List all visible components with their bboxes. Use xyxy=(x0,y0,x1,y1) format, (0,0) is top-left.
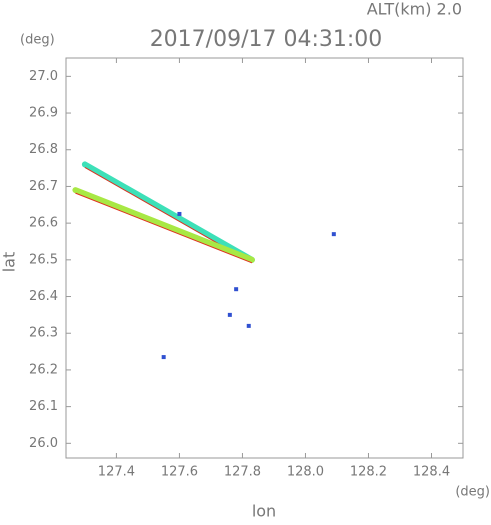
y-tick-label: 26.3 xyxy=(29,326,58,341)
echo-edge xyxy=(75,192,253,264)
echo-point xyxy=(177,211,182,216)
y-tick-label: 26.5 xyxy=(29,252,58,267)
x-tick-label: 128.2 xyxy=(350,465,387,480)
y-tick-label: 26.9 xyxy=(29,106,58,121)
chart-title: 2017/09/17 04:31:00 xyxy=(150,27,383,52)
echo-point xyxy=(161,355,166,360)
y-tick-label: 26.4 xyxy=(29,289,58,304)
plot-frame xyxy=(65,57,464,459)
echo-streak xyxy=(72,187,255,263)
echo-streak xyxy=(81,161,255,263)
y-label: lat xyxy=(0,252,19,273)
subtitle: ALT(km) 2.0 xyxy=(367,0,462,19)
x-unit: (deg) xyxy=(455,485,490,500)
y-tick-label: 26.7 xyxy=(29,179,58,194)
x-label: lon xyxy=(252,502,276,521)
y-tick-label: 26.0 xyxy=(29,436,58,451)
y-tick-label: 26.6 xyxy=(29,216,58,231)
echo-point xyxy=(234,287,239,292)
echo-point xyxy=(227,312,232,317)
y-tick-label: 26.2 xyxy=(29,362,58,377)
x-tick-label: 128.0 xyxy=(287,465,324,480)
y-unit: (deg) xyxy=(20,33,55,48)
echo-point xyxy=(331,232,336,237)
y-tick-label: 27.0 xyxy=(29,69,58,84)
echo-point xyxy=(246,323,251,328)
x-tick-label: 127.6 xyxy=(161,465,198,480)
y-tick-label: 26.1 xyxy=(29,399,58,414)
x-tick-label: 127.4 xyxy=(98,465,135,480)
x-tick-label: 127.8 xyxy=(224,465,261,480)
y-tick-label: 26.8 xyxy=(29,142,58,157)
x-tick-label: 128.4 xyxy=(413,465,450,480)
